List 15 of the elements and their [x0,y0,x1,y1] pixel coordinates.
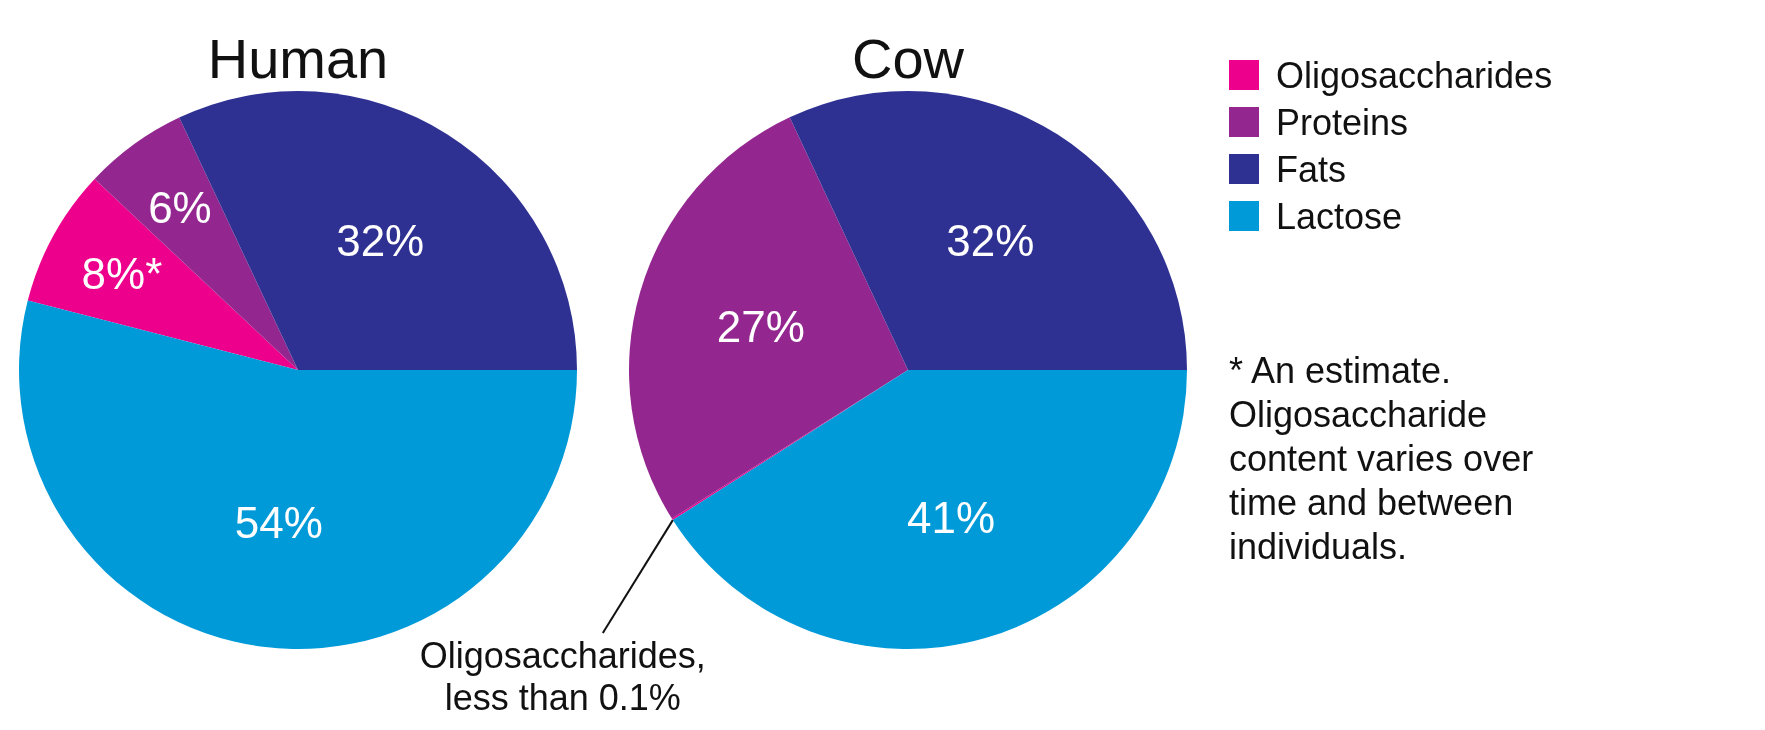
data-label: 54% [234,497,323,547]
legend-label: Lactose [1276,195,1403,237]
data-label: 32% [946,215,1035,265]
legend-label: Oligosaccharides [1276,54,1553,96]
text: Oligosaccharides, less than 0.1% [419,635,706,718]
text: * An estimate. Oligosaccharide content varies over time and between individuals. [1229,350,1534,567]
legend-label: Proteins [1276,101,1409,143]
data-label: 27% [716,302,805,352]
data-label: 6% [148,182,212,232]
data-label: 41% [906,492,996,542]
data-label: 8%* [81,248,163,298]
legend-label: Fats [1276,148,1347,190]
data-label: 32% [336,215,425,265]
slice-label: Human [207,27,389,90]
slice-label: Cow [851,27,965,90]
